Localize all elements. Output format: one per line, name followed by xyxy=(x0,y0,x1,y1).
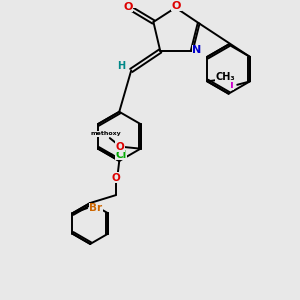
Text: CH₃: CH₃ xyxy=(215,72,235,82)
Text: I: I xyxy=(230,80,234,90)
Text: O: O xyxy=(115,142,124,152)
Text: O: O xyxy=(112,173,120,183)
Text: Br: Br xyxy=(89,203,102,213)
Text: O: O xyxy=(123,2,133,12)
Text: O: O xyxy=(172,1,181,11)
Text: methoxy: methoxy xyxy=(90,131,121,136)
Text: H: H xyxy=(118,61,126,71)
Text: N: N xyxy=(192,45,201,55)
Text: Cl: Cl xyxy=(116,150,127,160)
